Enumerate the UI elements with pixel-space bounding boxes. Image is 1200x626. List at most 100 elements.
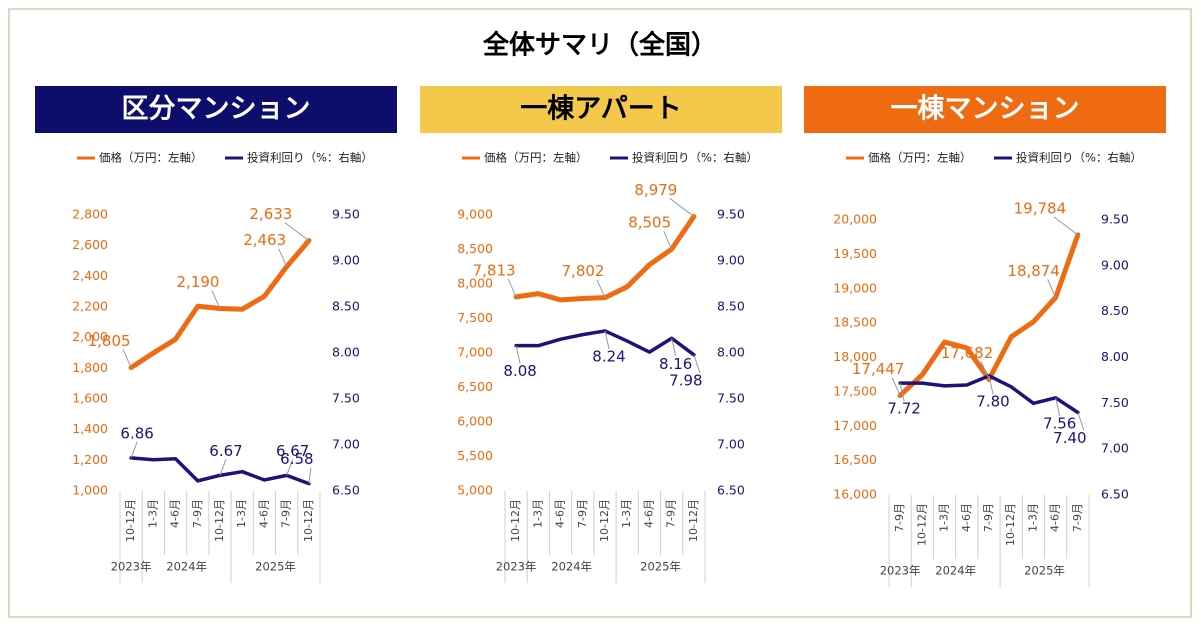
y-tick-label: 1,400 bbox=[72, 421, 108, 436]
x-tick-label: 10-12月 bbox=[598, 499, 611, 542]
y2-tick-label: 8.50 bbox=[332, 299, 360, 314]
y-tick-label: 2,600 bbox=[72, 237, 108, 252]
y2-tick-label: 7.00 bbox=[1101, 441, 1129, 456]
label-leader bbox=[507, 278, 517, 298]
label-leader bbox=[891, 377, 901, 396]
x-tick-label: 4-6月 bbox=[257, 499, 270, 528]
y2-tick-label: 9.00 bbox=[717, 253, 745, 268]
year-label: 2025年 bbox=[640, 560, 681, 574]
y2-tick-label: 9.50 bbox=[717, 207, 745, 222]
y2-tick-label: 8.00 bbox=[717, 345, 745, 360]
y-tick-label: 5,000 bbox=[457, 483, 493, 498]
y2-tick-label: 9.00 bbox=[1101, 257, 1129, 272]
data-label: 7,813 bbox=[473, 261, 516, 279]
legend-label: 投資利回り（%：右軸） bbox=[247, 151, 373, 165]
label-leader bbox=[899, 383, 905, 402]
y-tick-label: 2,400 bbox=[72, 268, 108, 283]
x-tick-label: 10-12月 bbox=[687, 499, 700, 542]
x-tick-label: 1-3月 bbox=[531, 499, 544, 528]
y-tick-label: 18,500 bbox=[833, 315, 877, 330]
y-tick-label: 8,500 bbox=[457, 241, 493, 256]
y2-tick-label: 8.00 bbox=[1101, 349, 1129, 364]
y2-tick-label: 9.50 bbox=[332, 207, 360, 222]
year-label: 2024年 bbox=[166, 560, 207, 574]
y-tick-label: 17,000 bbox=[833, 418, 877, 433]
y2-tick-label: 6.50 bbox=[1101, 487, 1129, 502]
x-tick-label: 7-9月 bbox=[576, 499, 589, 528]
x-tick-label: 10-12月 bbox=[509, 499, 522, 542]
year-label: 2025年 bbox=[255, 560, 296, 574]
legend-label: 価格（万円：左軸） bbox=[99, 151, 203, 165]
series-line bbox=[898, 374, 1080, 415]
x-tick-label: 10-12月 bbox=[1004, 503, 1017, 546]
label-leader bbox=[693, 354, 701, 373]
data-label: 6.67 bbox=[276, 442, 309, 460]
data-label: 2,463 bbox=[243, 231, 286, 249]
y2-tick-label: 9.50 bbox=[1101, 212, 1129, 227]
label-leader bbox=[219, 459, 227, 476]
legend-label: 投資利回り（%：右軸） bbox=[1016, 151, 1142, 165]
x-tick-label: 1-3月 bbox=[1026, 503, 1039, 532]
label-leader bbox=[663, 230, 673, 250]
label-leader bbox=[1055, 397, 1061, 416]
year-label: 2023年 bbox=[496, 560, 537, 574]
data-label: 8.16 bbox=[659, 355, 692, 373]
y-tick-label: 16,000 bbox=[833, 487, 877, 502]
data-label: 7,802 bbox=[562, 262, 605, 280]
data-label: 19,784 bbox=[1014, 199, 1067, 217]
x-tick-label: 1-3月 bbox=[146, 499, 159, 528]
data-label: 7.56 bbox=[1043, 414, 1076, 432]
label-leader bbox=[669, 198, 695, 217]
x-tick-label: 7-9月 bbox=[191, 499, 204, 528]
label-leader bbox=[278, 248, 288, 267]
y-tick-label: 17,500 bbox=[833, 383, 877, 398]
label-leader bbox=[596, 279, 606, 298]
y2-tick-label: 7.00 bbox=[717, 437, 745, 452]
data-label: 8,505 bbox=[628, 214, 671, 232]
legend-label: 価格（万円：左軸） bbox=[868, 151, 972, 165]
label-leader bbox=[604, 330, 610, 350]
y-tick-label: 1,000 bbox=[72, 483, 108, 498]
label-leader bbox=[1047, 279, 1057, 298]
x-tick-label: 10-12月 bbox=[302, 499, 315, 542]
panel-title: 一棟アパート bbox=[520, 94, 681, 125]
y-tick-label: 7,500 bbox=[457, 310, 493, 325]
panel-title-bar bbox=[804, 86, 1166, 133]
year-label: 2023年 bbox=[111, 560, 152, 574]
data-label: 8.08 bbox=[503, 362, 536, 380]
y2-tick-label: 7.50 bbox=[1101, 395, 1129, 410]
x-tick-label: 4-6月 bbox=[169, 499, 182, 528]
y2-tick-label: 8.50 bbox=[717, 299, 745, 314]
data-label: 8.24 bbox=[592, 347, 625, 365]
y2-tick-label: 6.50 bbox=[717, 483, 745, 498]
x-tick-label: 7-9月 bbox=[982, 503, 995, 532]
x-tick-label: 1-3月 bbox=[938, 503, 951, 532]
label-leader bbox=[988, 375, 994, 394]
y-tick-label: 9,000 bbox=[457, 207, 493, 222]
year-label: 2025年 bbox=[1024, 564, 1065, 578]
x-tick-label: 7-9月 bbox=[893, 503, 906, 532]
y-tick-label: 20,000 bbox=[833, 212, 877, 227]
y-tick-label: 19,500 bbox=[833, 246, 877, 261]
panel-title-bar bbox=[35, 86, 397, 133]
legend-label: 価格（万円：左軸） bbox=[484, 151, 588, 165]
x-tick-label: 7-9月 bbox=[1071, 503, 1084, 532]
y-tick-label: 16,500 bbox=[833, 452, 877, 467]
x-tick-label: 4-6月 bbox=[960, 503, 973, 532]
data-label: 1,805 bbox=[88, 332, 131, 350]
y-tick-label: 2,000 bbox=[72, 329, 108, 344]
label-leader bbox=[980, 361, 990, 380]
y-tick-label: 18,000 bbox=[833, 349, 877, 364]
year-label: 2024年 bbox=[935, 564, 976, 578]
x-tick-label: 1-3月 bbox=[620, 499, 633, 528]
label-leader bbox=[211, 290, 221, 309]
data-label: 6.58 bbox=[280, 450, 313, 468]
x-tick-label: 10-12月 bbox=[915, 503, 928, 546]
y-tick-label: 6,000 bbox=[457, 414, 493, 429]
legend-label: 投資利回り（%：右軸） bbox=[632, 151, 758, 165]
data-label: 8,979 bbox=[634, 181, 677, 199]
data-label: 2,190 bbox=[177, 273, 220, 291]
panel-title-bar bbox=[420, 86, 782, 133]
